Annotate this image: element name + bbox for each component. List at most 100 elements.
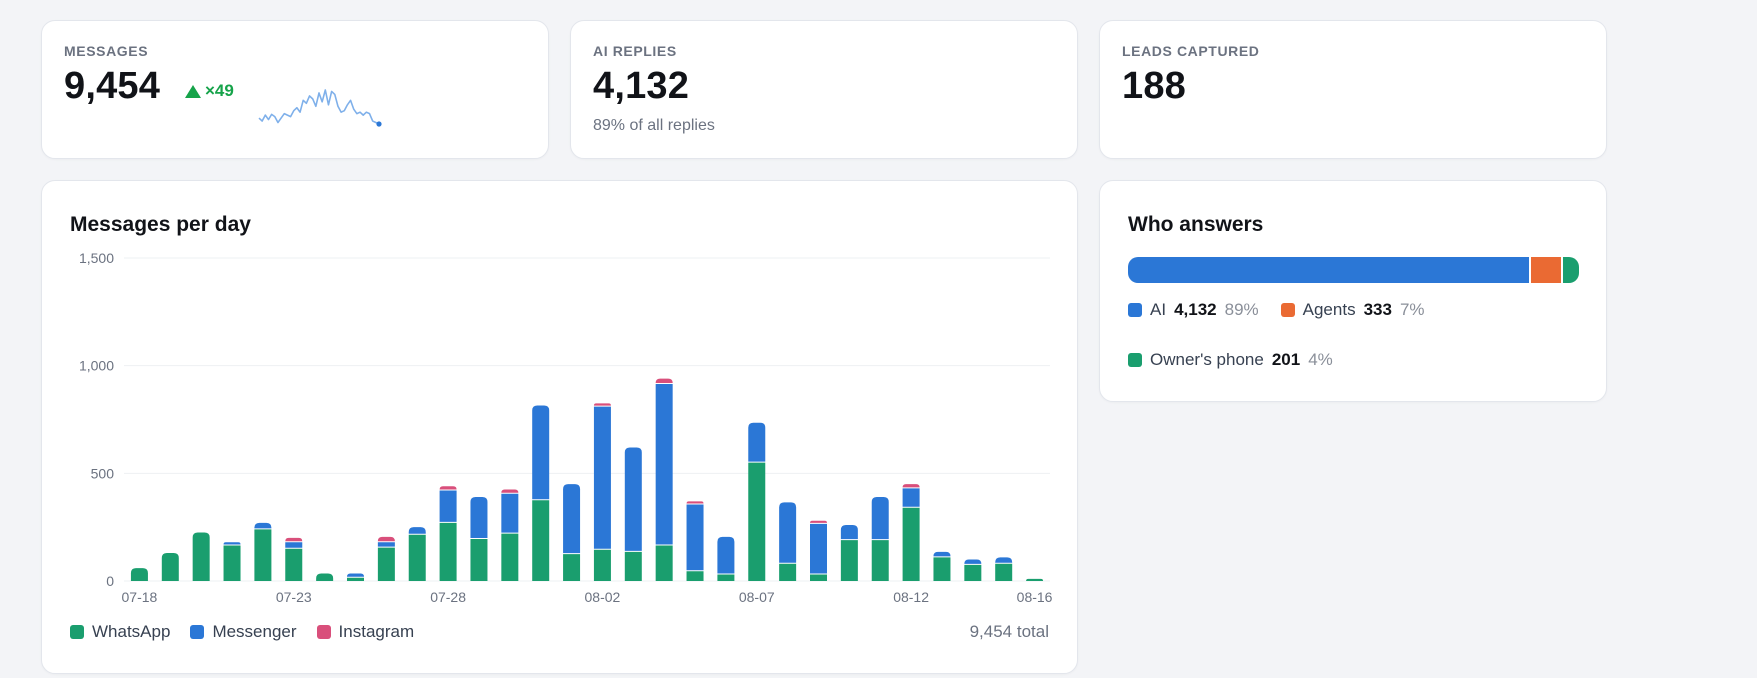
legend-label: Instagram (338, 622, 415, 641)
bar-whatsapp (686, 571, 704, 581)
legend-item-messenger: Messenger (190, 622, 297, 642)
bar-stack (871, 497, 889, 581)
bar-whatsapp (130, 568, 148, 581)
who-answers-swatch (1128, 353, 1142, 367)
bar-whatsapp (501, 533, 519, 581)
who-answers-swatch (1128, 303, 1142, 317)
bar-stack (254, 522, 272, 581)
share-segment (1560, 257, 1579, 283)
bar-stack (624, 447, 642, 581)
bar-whatsapp (748, 462, 766, 581)
who-answers-pct: 4% (1308, 350, 1333, 369)
bar-messenger (223, 542, 241, 545)
x-tick-label: 08-16 (1017, 589, 1053, 605)
messages-label: MESSAGES (64, 43, 149, 59)
bar-instagram (810, 520, 827, 523)
bar-whatsapp (964, 564, 982, 581)
x-tick-label: 07-18 (122, 589, 158, 605)
bar-stack (501, 489, 519, 581)
bar-whatsapp (377, 547, 395, 581)
y-tick-label: 500 (91, 465, 115, 481)
bar-whatsapp (316, 573, 334, 581)
x-tick-label: 07-23 (276, 589, 312, 605)
chart-legend: WhatsApp Messenger Instagram (70, 622, 414, 642)
legend-label: Messenger (212, 622, 297, 641)
who-answers-title: Who answers (1128, 213, 1264, 236)
bar-instagram (377, 536, 395, 542)
bar-stack (593, 403, 611, 581)
y-tick-label: 1,500 (79, 250, 114, 266)
who-answers-name: AI (1150, 300, 1167, 319)
share-segment (1128, 257, 1530, 283)
bar-whatsapp (347, 577, 364, 581)
messages-per-day-card: Messages per day 0 500 1,000 1,500 07-18 07-2… (41, 180, 1078, 674)
bar-stack (655, 378, 673, 581)
bar-whatsapp (439, 522, 457, 581)
who-answers-card: Who answers AI 4,132 89% Agents 333 7% Owner'… (1099, 180, 1607, 402)
bar-stack (563, 484, 581, 581)
bar-messenger (439, 490, 457, 522)
messages-bar-chart: 0 500 1,000 1,500 07-18 07-23 07-28 08-02 08-07 0… (79, 250, 1053, 605)
who-answers-count: 201 (1271, 350, 1301, 369)
legend-item-whatsapp: WhatsApp (70, 622, 170, 642)
who-answers-count: 333 (1363, 300, 1392, 319)
who-answers-item: Owner's phone 201 4% (1128, 350, 1333, 370)
bar-messenger (408, 527, 426, 534)
bar-messenger (501, 493, 519, 533)
who-answers-item: AI 4,132 89% (1128, 300, 1259, 320)
bar-messenger (717, 536, 735, 574)
bar-stack (748, 422, 766, 581)
who-answers-item: Agents 333 7% (1280, 300, 1425, 320)
bar-messenger (871, 497, 889, 540)
who-answers-legend-row-2: Owner's phone 201 4% (1128, 350, 1355, 370)
bar-messenger (655, 383, 673, 545)
who-answers-share-bar (1128, 257, 1579, 283)
leads-label: LEADS CAPTURED (1122, 43, 1260, 59)
bar-whatsapp (717, 574, 735, 581)
bar-whatsapp (254, 529, 272, 581)
bar-messenger (933, 551, 951, 557)
bar-instagram (655, 378, 673, 383)
bar-messenger (593, 406, 611, 549)
bar-whatsapp (779, 563, 797, 581)
bar-messenger (624, 447, 642, 551)
bar-whatsapp (655, 545, 673, 581)
chart-title: Messages per day (70, 213, 251, 236)
bar-stack (377, 536, 395, 581)
bar-messenger (285, 542, 303, 548)
share-segment (1529, 257, 1561, 283)
arrow-up-icon (185, 84, 201, 98)
messages-sparkline (258, 89, 382, 127)
bar-whatsapp (624, 551, 642, 581)
ai-replies-sub: 89% of all replies (593, 117, 715, 134)
legend-label: WhatsApp (92, 622, 171, 641)
bar-stack (316, 573, 334, 581)
who-answers-count: 4,132 (1174, 300, 1217, 319)
bar-messenger (347, 573, 364, 577)
ai-replies-value: 4,132 (593, 65, 690, 107)
bar-instagram (902, 484, 920, 488)
bar-stack (532, 405, 550, 581)
bar-whatsapp (470, 539, 488, 581)
x-tick-label: 08-02 (585, 589, 621, 605)
messages-stat-card: MESSAGES 9,454 ×49 (41, 20, 549, 159)
y-tick-label: 1,000 (79, 358, 114, 374)
x-tick-label: 08-12 (893, 589, 929, 605)
bar-stack (933, 551, 951, 581)
bar-whatsapp (223, 545, 241, 581)
bar-whatsapp (161, 553, 179, 581)
legend-swatch (316, 625, 331, 639)
bar-stack (779, 502, 797, 581)
sparkline-endpoint (376, 121, 382, 127)
bar-stack (130, 568, 148, 581)
bar-messenger (779, 502, 797, 563)
bar-whatsapp (593, 549, 611, 581)
bar-stack (285, 537, 303, 581)
bar-stack (964, 559, 982, 581)
x-tick-label: 08-07 (739, 589, 775, 605)
bar-stack (902, 484, 920, 581)
leads-stat-card: LEADS CAPTURED 188 (1099, 20, 1607, 159)
leads-value: 188 (1122, 65, 1187, 107)
bar-messenger (686, 504, 704, 571)
bar-messenger (902, 488, 920, 507)
